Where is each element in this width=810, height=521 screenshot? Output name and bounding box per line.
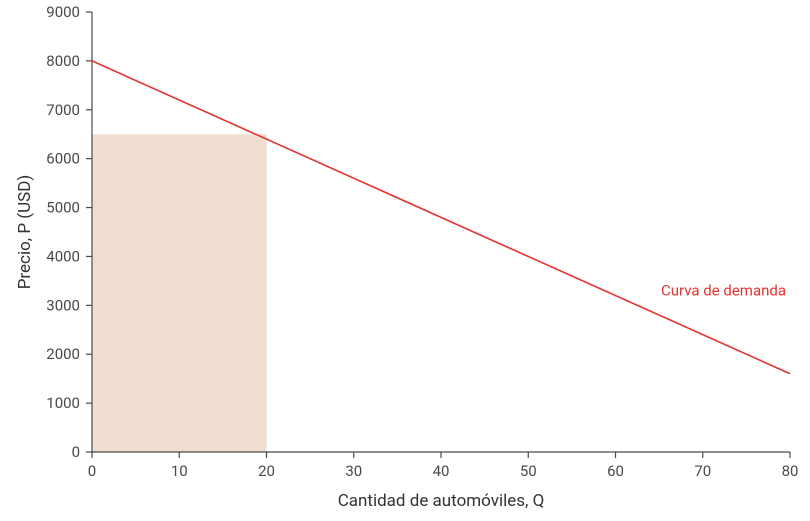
y-tick-label: 2000 — [46, 345, 80, 363]
y-tick-label: 0 — [72, 443, 80, 461]
y-tick-label: 8000 — [46, 52, 80, 70]
y-tick-label: 5000 — [46, 199, 80, 217]
x-tick-label: 40 — [433, 462, 450, 480]
y-tick-label: 7000 — [46, 101, 80, 119]
y-tick-label: 3000 — [46, 296, 80, 314]
y-tick-label: 6000 — [46, 150, 80, 168]
x-tick-label: 70 — [694, 462, 711, 480]
demand-curve-label: Curva de demanda — [661, 282, 786, 300]
y-tick-label: 4000 — [46, 247, 80, 265]
x-axis-title: Cantidad de automóviles, Q — [338, 491, 545, 511]
y-tick-label: 1000 — [46, 394, 80, 412]
y-tick-label: 9000 — [46, 3, 80, 21]
x-tick-label: 50 — [520, 462, 537, 480]
shaded-region — [92, 134, 267, 452]
x-tick-label: 10 — [171, 462, 188, 480]
x-tick-label: 30 — [345, 462, 362, 480]
x-tick-label: 60 — [607, 462, 624, 480]
x-tick-label: 0 — [88, 462, 96, 480]
y-axis-title: Precio, P (USD) — [15, 175, 35, 290]
chart-svg: 0 10 20 30 40 50 60 70 80 0 1000 2000 3000 4000 5000 60… — [0, 0, 810, 521]
x-tick-label: 80 — [782, 462, 799, 480]
x-tick-label: 20 — [258, 462, 275, 480]
demand-chart: 0 10 20 30 40 50 60 70 80 0 1000 2000 3000 4000 5000 60… — [0, 0, 810, 521]
